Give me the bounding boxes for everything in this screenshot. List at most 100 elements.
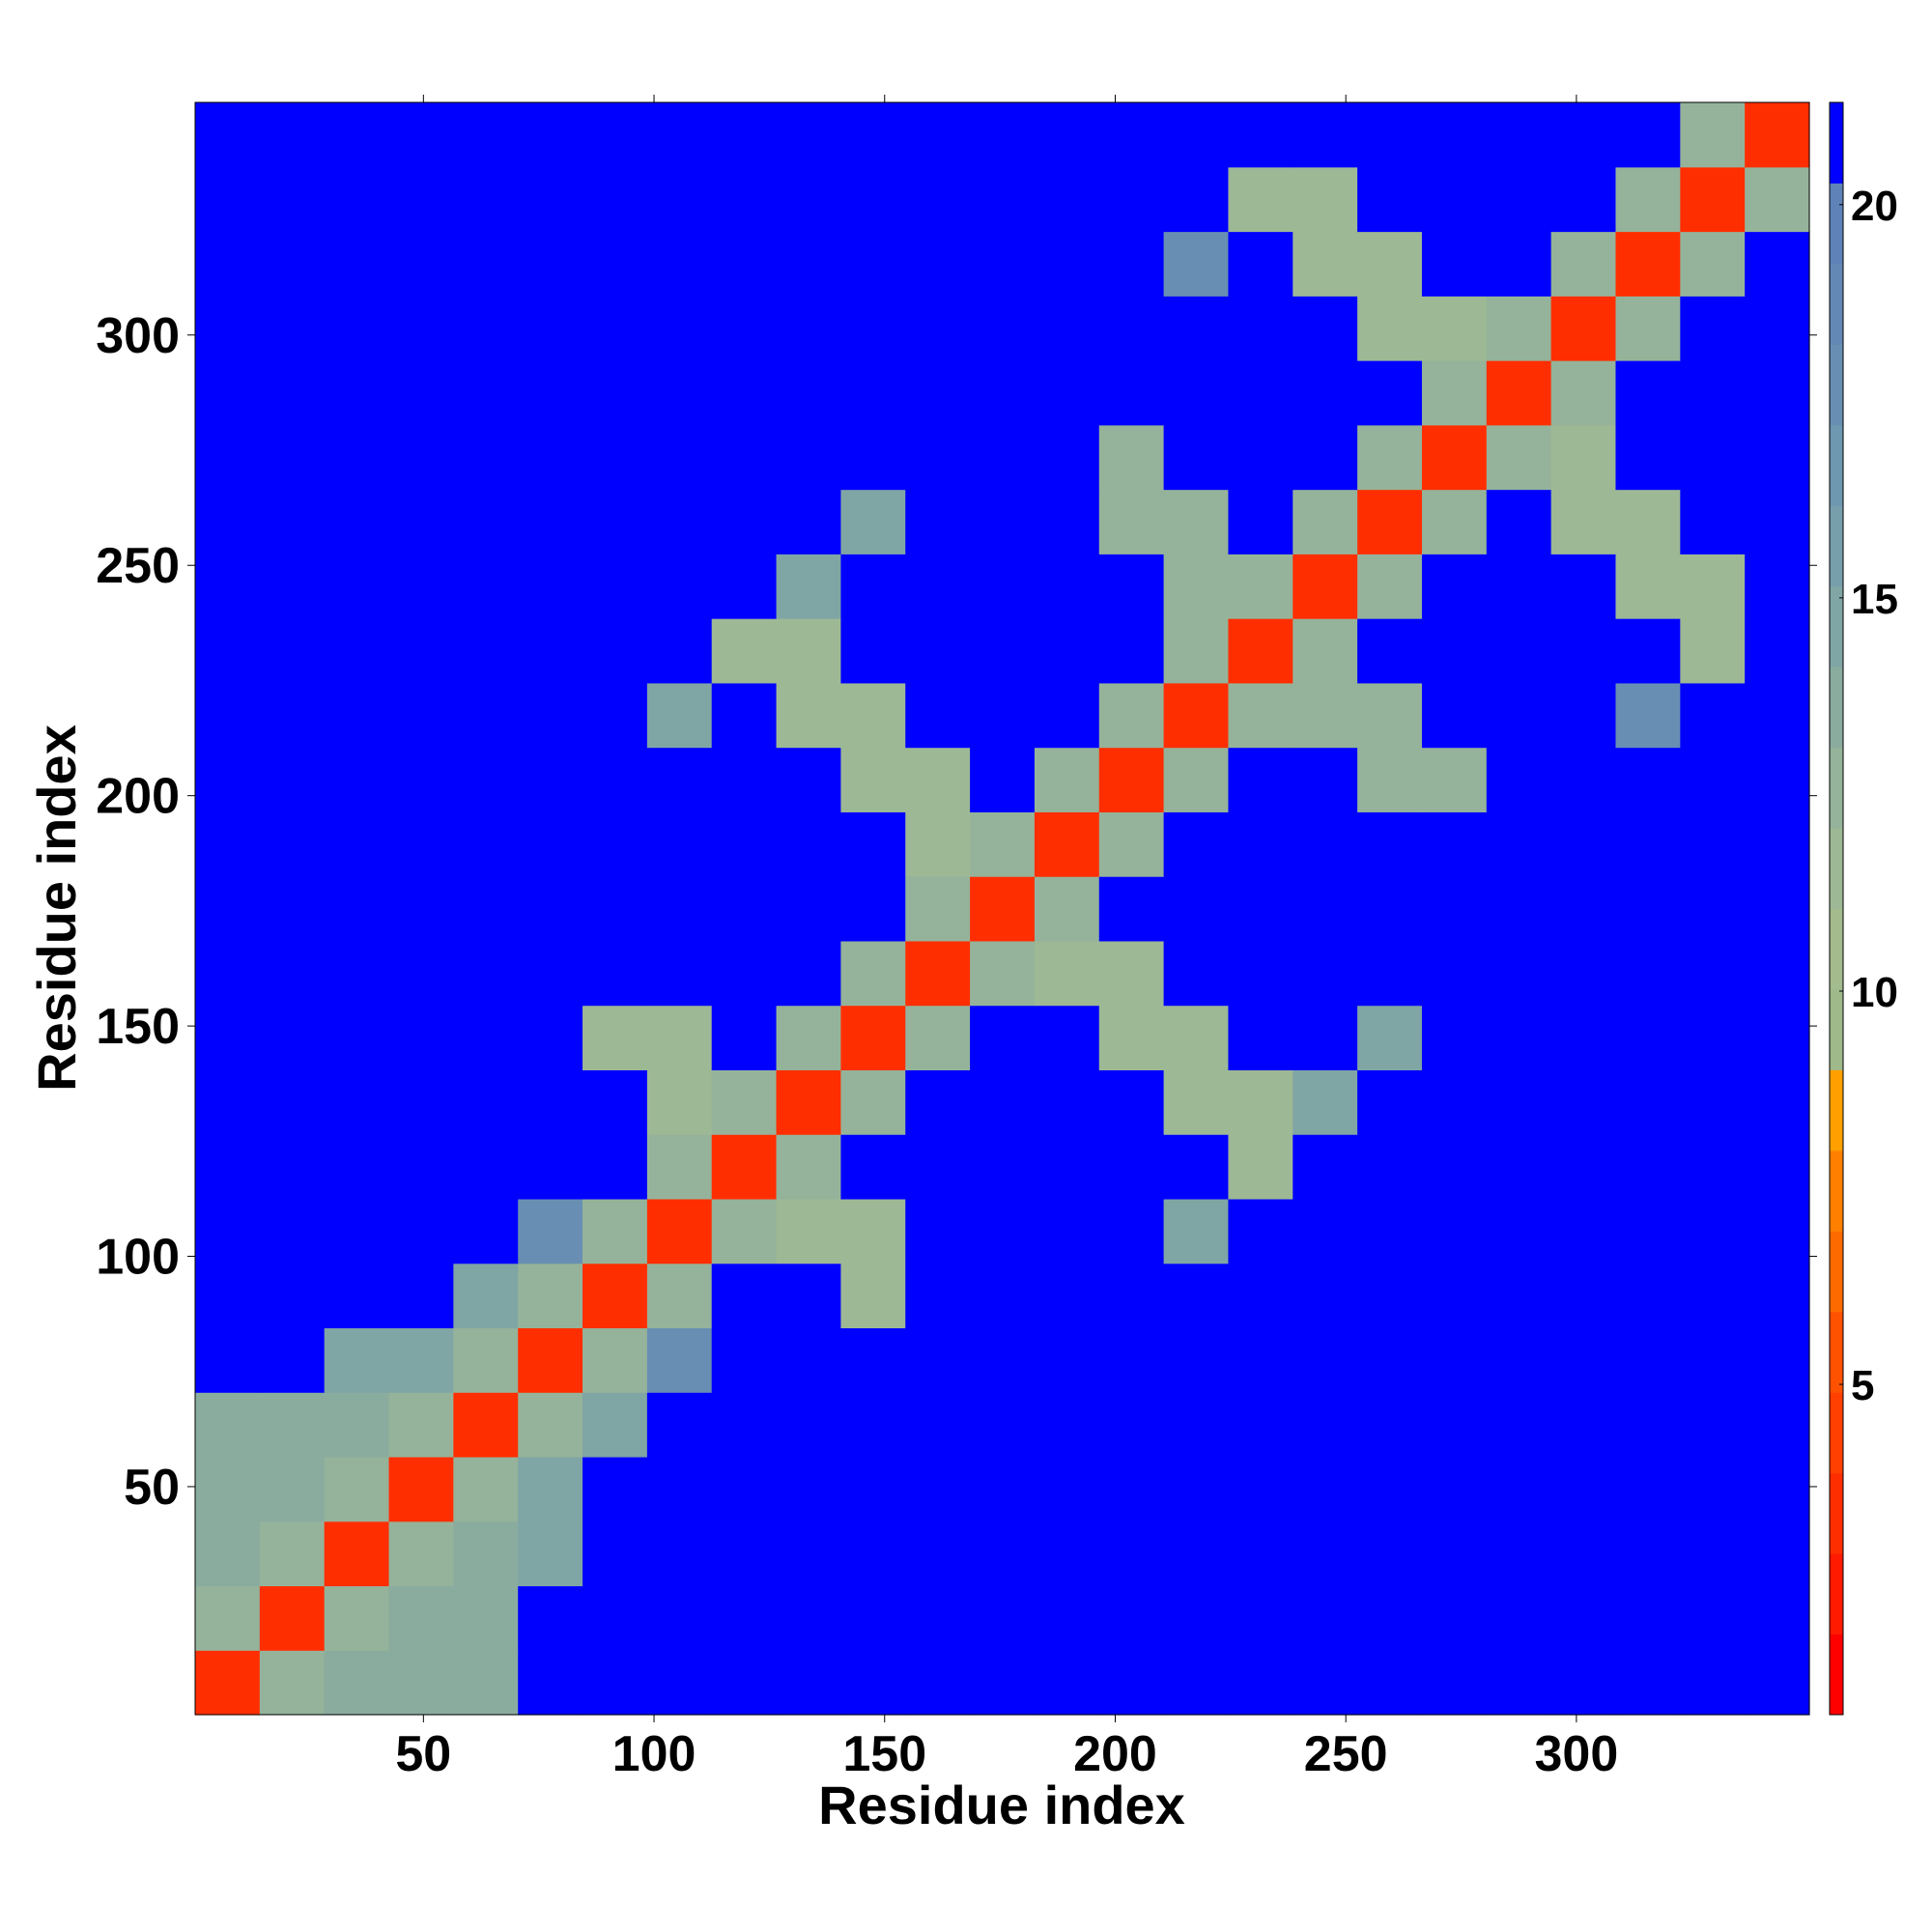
heatmap-cell — [646, 102, 713, 168]
heatmap-cell — [1098, 618, 1165, 684]
heatmap-cell — [1550, 489, 1617, 554]
heatmap-cell — [453, 1005, 519, 1070]
heatmap-cell — [1486, 1520, 1552, 1587]
heatmap-cell — [1034, 1456, 1100, 1522]
heatmap-cell — [453, 1069, 519, 1135]
heatmap-cell — [1098, 360, 1165, 426]
heatmap-cell — [905, 1456, 971, 1522]
heatmap-cell — [259, 1005, 326, 1070]
heatmap-cell — [195, 682, 261, 749]
heatmap-cell — [840, 1263, 906, 1329]
heatmap-cell — [1745, 1069, 1810, 1135]
heatmap-cell — [646, 1198, 713, 1264]
heatmap-cell — [582, 231, 648, 297]
heatmap-cell — [1163, 1650, 1230, 1716]
heatmap-cell — [453, 102, 519, 168]
heatmap-cell — [1293, 1650, 1358, 1716]
heatmap-cell — [259, 554, 326, 619]
heatmap-cell — [1163, 231, 1230, 297]
heatmap-cell — [711, 1069, 778, 1135]
x-tick-label: 50 — [395, 1726, 451, 1782]
heatmap-cell — [1680, 554, 1746, 619]
heatmap-cell — [1098, 554, 1165, 619]
heatmap-cell — [840, 424, 906, 491]
colorbar-segment — [1830, 1472, 1843, 1554]
heatmap-cell — [1357, 424, 1423, 491]
heatmap-cell — [1421, 1456, 1488, 1522]
heatmap-cell — [195, 747, 261, 812]
heatmap-cell — [1293, 940, 1358, 1007]
heatmap-cell — [1357, 296, 1423, 361]
heatmap-cell — [1680, 1134, 1746, 1200]
heatmap-cell — [1550, 876, 1617, 942]
heatmap-cell — [1098, 296, 1165, 361]
heatmap-cell — [1098, 747, 1165, 812]
heatmap-cell — [1615, 876, 1681, 942]
heatmap-cell — [324, 876, 390, 942]
heatmap-cell — [324, 1650, 390, 1716]
colorbar-tick-label: 5 — [1851, 1362, 1874, 1409]
heatmap-cell — [1034, 296, 1100, 361]
heatmap-cell — [840, 747, 906, 812]
heatmap-cell — [324, 102, 390, 168]
heatmap-cell — [646, 747, 713, 812]
heatmap-cell — [711, 811, 778, 877]
heatmap-cell — [905, 1650, 971, 1716]
colorbar-segment — [1830, 505, 1843, 587]
heatmap-cell — [388, 747, 454, 812]
heatmap-cell — [1163, 747, 1230, 812]
heatmap-cell — [388, 360, 454, 426]
heatmap-cell — [711, 1392, 778, 1458]
heatmap-cell — [840, 1198, 906, 1264]
colorbar-segment — [1830, 1069, 1843, 1151]
heatmap-cell — [646, 1456, 713, 1522]
heatmap-cell — [1034, 424, 1100, 491]
heatmap-cell — [1163, 1005, 1230, 1070]
heatmap-cell — [518, 682, 583, 749]
heatmap-cell — [1421, 1198, 1488, 1264]
heatmap-cell — [1098, 1005, 1165, 1070]
heatmap-cell — [259, 811, 326, 877]
heatmap-cell — [453, 682, 519, 749]
heatmap-cell — [711, 1585, 778, 1651]
heatmap-cell — [711, 1263, 778, 1329]
heatmap-cell — [905, 1198, 971, 1264]
heatmap-cell — [1357, 618, 1423, 684]
heatmap-cell — [970, 554, 1036, 619]
heatmap-cell — [1163, 296, 1230, 361]
heatmap-cell — [324, 1585, 390, 1651]
heatmap-cell — [1486, 360, 1552, 426]
heatmap-cell — [1745, 940, 1810, 1007]
heatmap-cell — [970, 1456, 1036, 1522]
heatmap-cell — [1293, 554, 1358, 619]
heatmap-cell — [1550, 231, 1617, 297]
heatmap-cell — [518, 1069, 583, 1135]
heatmap-cell — [518, 1327, 583, 1393]
heatmap-cell — [1680, 1392, 1746, 1458]
heatmap-cell — [776, 876, 841, 942]
heatmap-cell — [1680, 1069, 1746, 1135]
heatmap-cell — [1163, 1327, 1230, 1393]
heatmap-cell — [1357, 1585, 1423, 1651]
heatmap-cell — [1357, 1134, 1423, 1200]
heatmap-cell — [1615, 231, 1681, 297]
heatmap-cell — [646, 811, 713, 877]
heatmap-cell — [1357, 1327, 1423, 1393]
colorbar-segment — [1830, 424, 1843, 506]
heatmap-cell — [195, 1650, 261, 1716]
heatmap-cell — [1550, 1650, 1617, 1716]
heatmap-cell — [388, 424, 454, 491]
heatmap-cell — [1421, 682, 1488, 749]
heatmap-cell — [1293, 296, 1358, 361]
heatmap-cell — [1615, 1585, 1681, 1651]
heatmap-cell — [1615, 1327, 1681, 1393]
heatmap-cell — [1550, 1069, 1617, 1135]
heatmap-cell — [711, 747, 778, 812]
heatmap-cell — [1034, 489, 1100, 554]
colorbar-segment — [1830, 667, 1843, 749]
heatmap-cell — [776, 554, 841, 619]
heatmap-cell — [1293, 1005, 1358, 1070]
heatmap-cell — [646, 1263, 713, 1329]
heatmap-cell — [1098, 1456, 1165, 1522]
heatmap-cell — [905, 747, 971, 812]
